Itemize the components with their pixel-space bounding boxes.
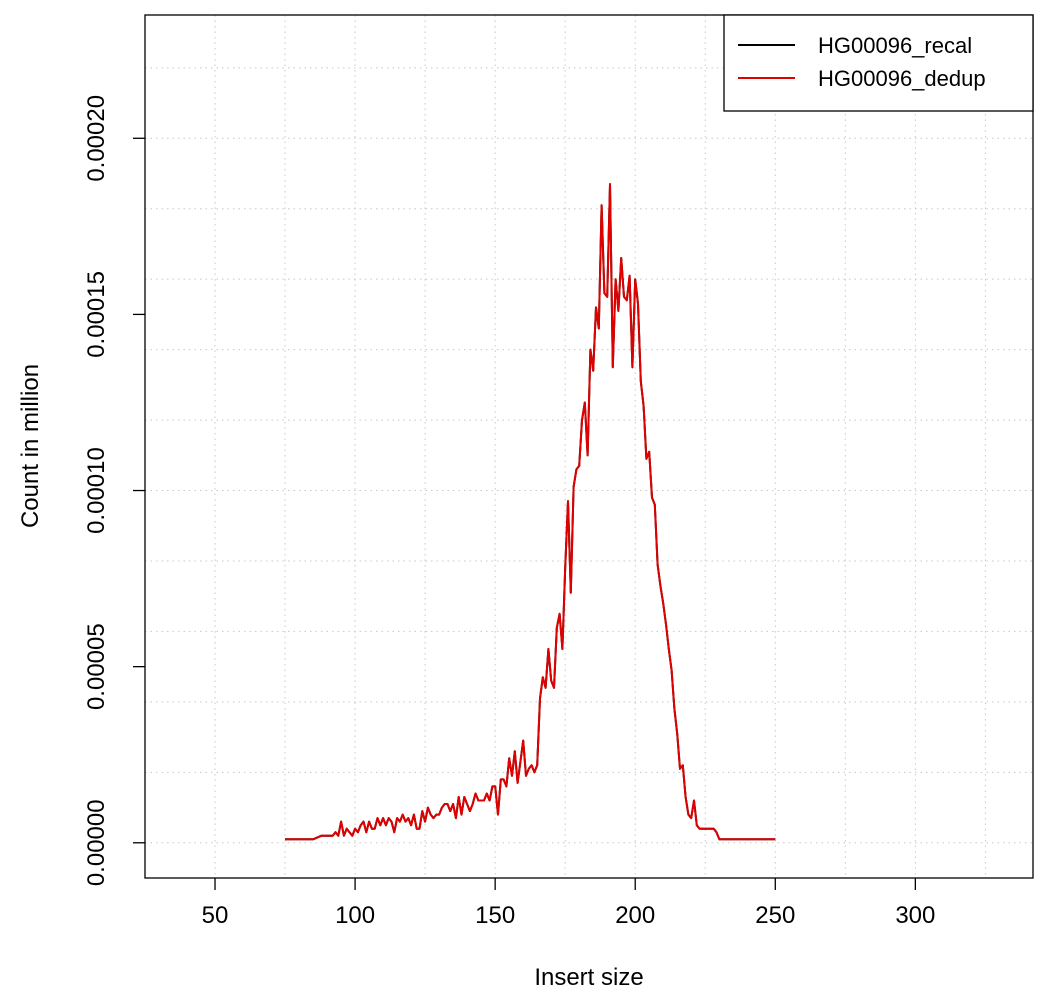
series-lines xyxy=(285,183,776,841)
x-axis: 50 100 150 200 250 300 xyxy=(202,878,935,929)
x-tick-label: 250 xyxy=(755,902,795,929)
x-axis-label: Insert size xyxy=(534,964,643,991)
plot-frame xyxy=(144,14,1034,879)
x-tick-label: 100 xyxy=(335,902,375,929)
legend-label: HG00096_recal xyxy=(818,33,972,58)
grid-lines xyxy=(145,15,1033,878)
y-tick-label: 0.00000 xyxy=(83,799,110,886)
y-tick-label: 0.00015 xyxy=(83,271,110,358)
legend: HG00096_recal HG00096_dedup xyxy=(723,14,1034,112)
legend-box xyxy=(723,14,1034,112)
x-tick-label: 300 xyxy=(895,902,935,929)
y-axis-label: Count in million xyxy=(17,364,44,528)
y-tick-label: 0.00010 xyxy=(83,447,110,534)
x-tick-label: 50 xyxy=(202,902,229,929)
y-axis: 0.00000 0.00005 0.00010 0.00015 0.00020 xyxy=(83,95,145,886)
y-tick-label: 0.00005 xyxy=(83,623,110,710)
y-tick-label: 0.00020 xyxy=(83,95,110,182)
legend-label: HG00096_dedup xyxy=(818,66,986,91)
series-line-HG00096_recal xyxy=(285,183,776,841)
x-tick-label: 200 xyxy=(615,902,655,929)
series-line-HG00096_dedup xyxy=(285,183,776,841)
x-tick-label: 150 xyxy=(475,902,515,929)
